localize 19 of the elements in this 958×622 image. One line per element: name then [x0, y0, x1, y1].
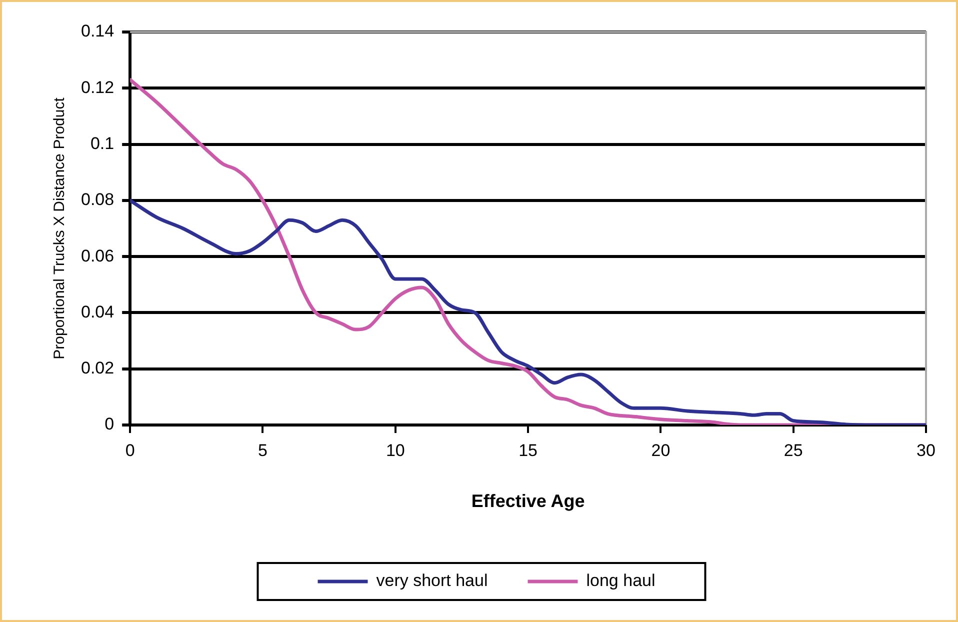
y-tick-label: 0.14 [80, 22, 114, 41]
y-tick-label: 0.08 [80, 190, 114, 210]
y-tick-label: 0.02 [80, 358, 114, 378]
y-tick-label: 0 [104, 414, 114, 434]
x-axis-title: Effective Age [471, 491, 585, 512]
legend-label: very short haul [376, 571, 488, 590]
y-tick-label: 0.12 [80, 78, 114, 97]
x-tick-label: 25 [784, 440, 803, 460]
y-tick-label: 0.04 [80, 302, 114, 322]
x-tick-label: 30 [916, 440, 936, 460]
y-tick-label: 0.06 [80, 246, 114, 266]
x-tick-label: 10 [386, 440, 405, 460]
x-tick-label: 15 [518, 440, 538, 460]
x-tick-label: 0 [125, 440, 135, 460]
x-tick-label: 20 [651, 440, 670, 460]
legend-label: long haul [586, 571, 656, 590]
y-axis-title: Proportional Trucks X Distance Product [51, 96, 68, 360]
x-tick-label: 5 [258, 440, 268, 460]
y-tick-label: 0.1 [90, 134, 114, 153]
